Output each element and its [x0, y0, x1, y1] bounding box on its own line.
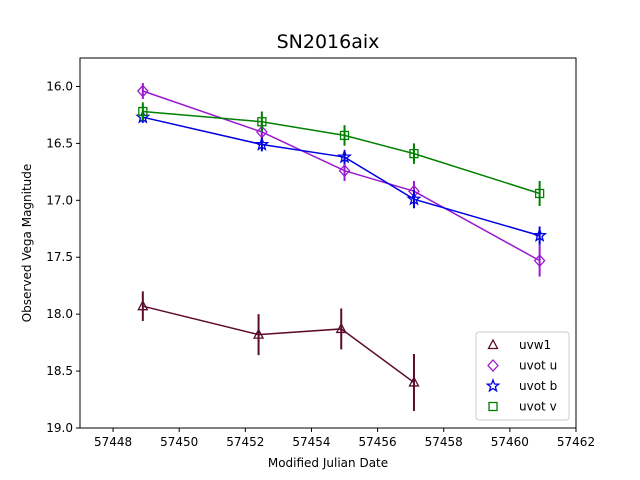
- y-tick-label: 18.5: [46, 364, 73, 378]
- y-tick-label: 18.0: [46, 307, 73, 321]
- chart-title: SN2016aix: [277, 31, 380, 53]
- legend-frame: [475, 331, 570, 421]
- x-tick-label: 57454: [292, 435, 330, 449]
- data-point-uvot-b: [337, 149, 353, 164]
- data-point-uvw1: [137, 299, 149, 311]
- data-point-uvot-b: [406, 191, 422, 206]
- y-tick-label: 19.0: [46, 421, 73, 435]
- x-tick-label: 57452: [226, 435, 264, 449]
- legend-label-uvot-v: uvot v: [519, 400, 557, 414]
- x-tick-label: 57462: [557, 435, 595, 449]
- y-tick-label: 17.5: [46, 250, 73, 264]
- legend-label-uvot-u: uvot u: [519, 359, 557, 373]
- x-tick-label: 57448: [94, 435, 132, 449]
- data-point-uvot-v: [409, 148, 419, 159]
- data-point-uvot-v: [138, 106, 148, 117]
- y-tick-label: 17.0: [46, 193, 73, 207]
- x-axis-label: Modified Julian Date: [268, 456, 388, 470]
- x-tick-label: 57460: [491, 435, 529, 449]
- data-point-uvot-v: [339, 130, 350, 141]
- x-tick-label: 57450: [160, 435, 198, 449]
- data-layer: [135, 83, 548, 411]
- tick-layer: 57448 57450 57452 57454 57456 57458 57460 57462…: [46, 79, 595, 449]
- data-point-uvot-v: [257, 117, 267, 127]
- y-tick-label: 16.5: [46, 136, 73, 150]
- y-axis-label: Observed Vega Magnitude: [20, 164, 34, 323]
- data-point-uvw1: [335, 322, 347, 334]
- series-line-uvw1: [142, 305, 415, 384]
- legend-marker-uvot-u: [487, 359, 499, 372]
- legend-label-uvot-b: uvot b: [519, 379, 557, 393]
- series-uvot-v: [138, 102, 545, 206]
- x-tick-label: 57458: [425, 435, 463, 449]
- data-point-uvot-b: [532, 227, 548, 242]
- data-point-uvw1: [408, 376, 420, 387]
- data-point-uvot-u: [533, 254, 546, 268]
- data-point-uvot-u: [338, 164, 351, 178]
- legend-label-uvw1: uvw1: [519, 338, 551, 352]
- data-point-uvw1: [252, 328, 265, 339]
- data-point-uvot-u: [136, 84, 149, 98]
- x-tick-label: 57456: [359, 435, 397, 449]
- legend-marker-uvot-v: [488, 401, 498, 412]
- legend: uvw1 uvot u uvot b uvot v: [475, 331, 570, 421]
- data-point-uvot-b: [254, 136, 270, 151]
- y-tick-label: 16.0: [46, 79, 73, 93]
- series-uvw1: [137, 291, 420, 411]
- legend-marker-uvot-b: [485, 378, 501, 393]
- legend-marker-uvw1: [487, 338, 499, 350]
- data-point-uvot-v: [534, 188, 545, 199]
